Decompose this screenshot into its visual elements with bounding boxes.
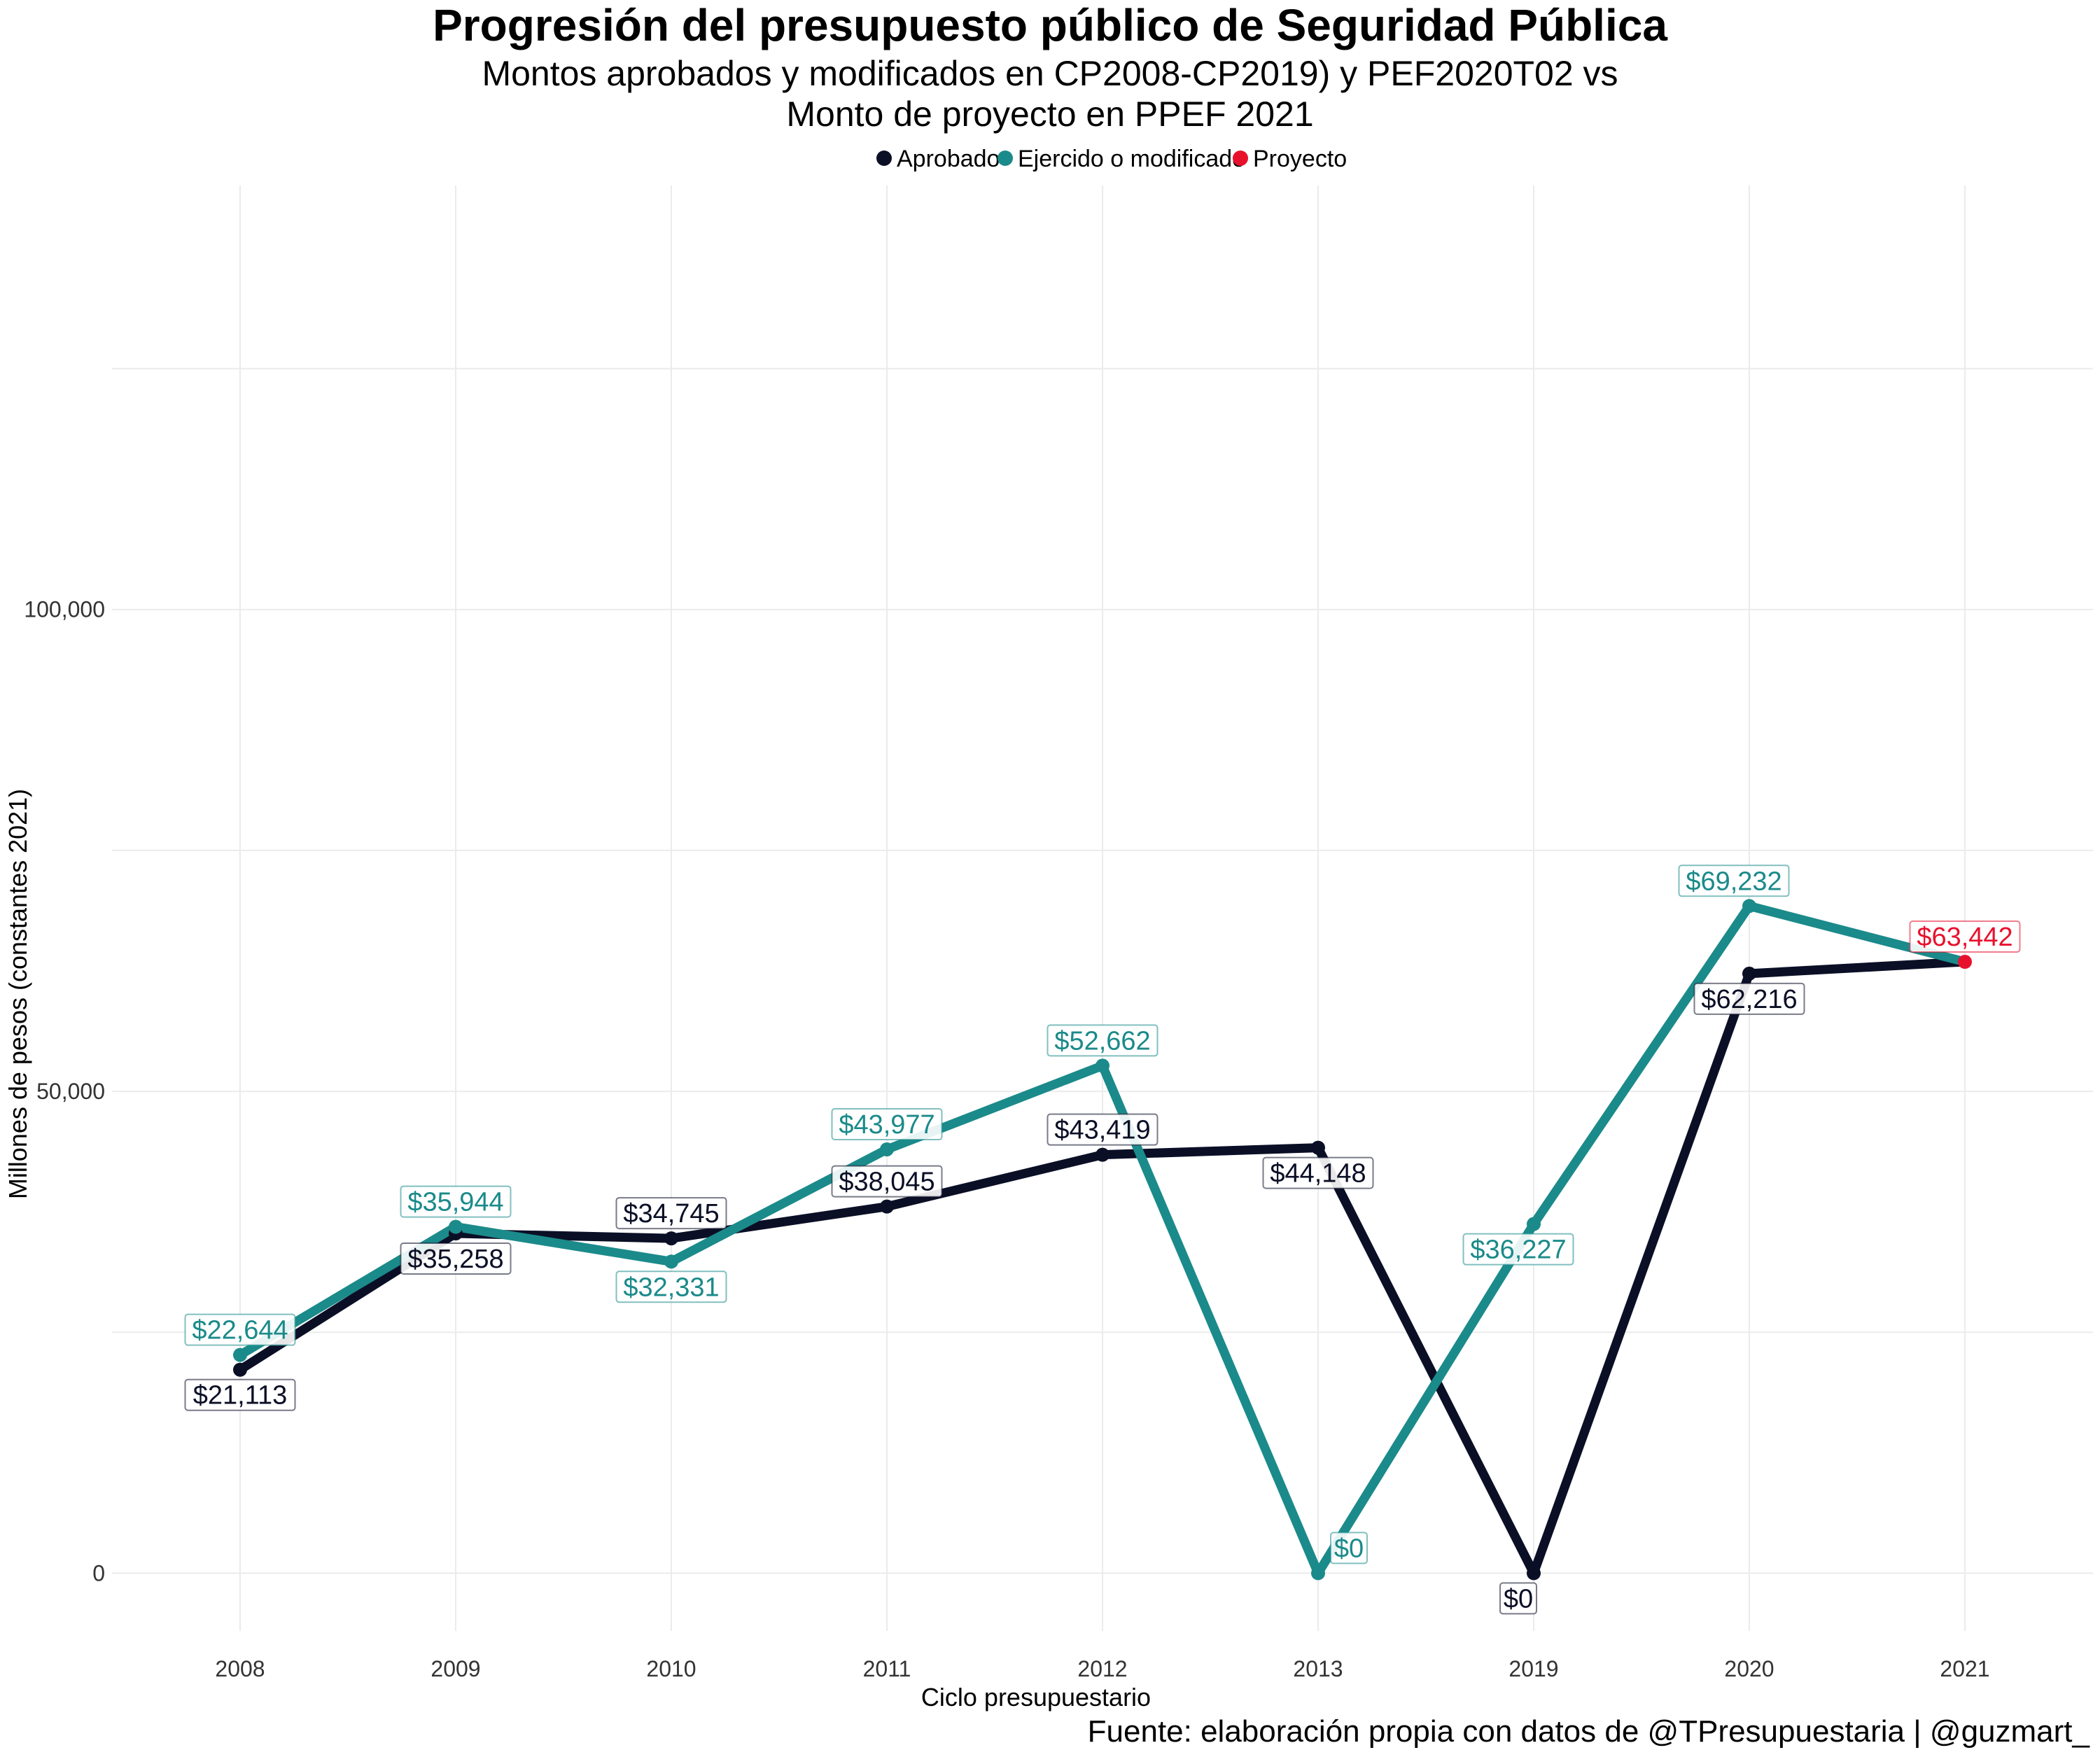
data-point bbox=[1742, 966, 1756, 981]
x-tick-label: 2012 bbox=[1077, 1656, 1127, 1681]
data-label: $62,216 bbox=[1701, 985, 1797, 1014]
data-label-box bbox=[1046, 1024, 1158, 1057]
data-point bbox=[880, 1142, 894, 1156]
x-tick-label: 2008 bbox=[215, 1656, 265, 1681]
chart-subtitle-line-2: Monto de proyecto en PPEF 2021 bbox=[786, 94, 1313, 134]
data-point bbox=[449, 1219, 463, 1234]
y-axis-ticks: 0 50,000 100,000 bbox=[24, 597, 105, 1586]
legend: Aprobado Ejercido o modificado Proyecto bbox=[876, 146, 1347, 172]
data-point bbox=[1096, 1058, 1110, 1073]
data-label: $44,148 bbox=[1270, 1159, 1366, 1189]
x-axis-ticks: 2008 2009 2010 2011 2012 2013 2019 2020 2021 bbox=[215, 1656, 1989, 1681]
data-label-box bbox=[1462, 1233, 1574, 1266]
data-label: $0 bbox=[1504, 1584, 1533, 1614]
data-label-box bbox=[1330, 1532, 1368, 1564]
data-point bbox=[664, 1231, 678, 1246]
data-label-box bbox=[1499, 1582, 1537, 1615]
data-label: $63,442 bbox=[1917, 923, 2012, 952]
data-label-box bbox=[831, 1107, 943, 1140]
x-axis-title: Ciclo presupuestario bbox=[921, 1683, 1151, 1712]
x-tick-label: 2021 bbox=[1940, 1656, 1989, 1681]
x-tick-label: 2009 bbox=[430, 1656, 480, 1681]
data-point bbox=[1311, 1566, 1325, 1581]
data-label-box bbox=[831, 1165, 943, 1198]
data-point bbox=[1527, 1566, 1541, 1581]
data-label: $21,113 bbox=[193, 1381, 288, 1410]
data-label-box bbox=[184, 1378, 296, 1411]
data-label-box bbox=[615, 1270, 727, 1303]
data-point bbox=[233, 1348, 247, 1362]
x-tick-label: 2013 bbox=[1293, 1656, 1343, 1681]
data-label: $43,977 bbox=[839, 1110, 934, 1140]
grid bbox=[112, 186, 2093, 1631]
legend-swatch-ejercido bbox=[997, 150, 1013, 166]
data-label: $0 bbox=[1334, 1534, 1364, 1563]
data-label: $69,232 bbox=[1686, 867, 1782, 896]
data-label: $38,045 bbox=[839, 1168, 934, 1197]
data-label-box bbox=[1046, 1113, 1158, 1146]
data-point bbox=[1096, 1147, 1110, 1162]
y-tick-label: 0 bbox=[92, 1560, 105, 1586]
data-point bbox=[1958, 955, 1972, 969]
data-label: $35,258 bbox=[407, 1245, 503, 1274]
data-label: $22,644 bbox=[192, 1316, 288, 1345]
data-point bbox=[664, 1254, 678, 1269]
legend-label-ejercido: Ejercido o modificado bbox=[1018, 146, 1245, 172]
data-label-box bbox=[615, 1197, 727, 1230]
data-point bbox=[880, 1199, 894, 1214]
data-label: $52,662 bbox=[1054, 1026, 1150, 1056]
legend-label-aprobado: Aprobado bbox=[897, 146, 1000, 172]
data-point bbox=[1742, 899, 1756, 913]
data-label-box bbox=[1678, 864, 1790, 897]
chart-subtitle-line-1: Montos aprobados y modificados en CP2008… bbox=[482, 54, 1618, 93]
data-label-box bbox=[400, 1242, 512, 1275]
legend-swatch-proyecto bbox=[1233, 150, 1248, 166]
legend-label-proyecto: Proyecto bbox=[1253, 146, 1347, 172]
data-label-box bbox=[1909, 920, 2021, 953]
x-tick-label: 2019 bbox=[1508, 1656, 1558, 1681]
chart-caption: Fuente: elaboración propia con datos de … bbox=[1088, 1714, 2090, 1749]
data-label-box bbox=[184, 1313, 296, 1346]
x-tick-label: 2010 bbox=[646, 1656, 696, 1681]
data-point bbox=[233, 1362, 247, 1377]
data-label: $36,227 bbox=[1470, 1236, 1566, 1265]
x-tick-label: 2011 bbox=[863, 1656, 911, 1681]
data-label: $32,331 bbox=[623, 1273, 719, 1302]
series-points bbox=[233, 899, 1972, 1581]
y-tick-label: 100,000 bbox=[24, 597, 105, 622]
data-label-box bbox=[400, 1185, 512, 1218]
data-point bbox=[1311, 1140, 1325, 1155]
y-tick-label: 50,000 bbox=[36, 1079, 105, 1104]
data-labels: $21,113 $35,258 $34,745 $38,045 $43,419 $44,1… bbox=[184, 864, 2021, 1615]
data-label: $35,944 bbox=[407, 1188, 503, 1217]
y-axis-title: Millones de pesos (constantes 2021) bbox=[4, 789, 32, 1199]
chart-title: Progresión del presupuesto público de Se… bbox=[433, 0, 1667, 50]
data-label: $34,745 bbox=[623, 1199, 719, 1228]
data-label-box bbox=[1693, 982, 1805, 1015]
data-point bbox=[1527, 1217, 1541, 1231]
data-label-box bbox=[1262, 1156, 1374, 1189]
legend-swatch-aprobado bbox=[876, 150, 892, 166]
data-label: $43,419 bbox=[1054, 1116, 1150, 1145]
x-tick-label: 2020 bbox=[1724, 1656, 1774, 1681]
